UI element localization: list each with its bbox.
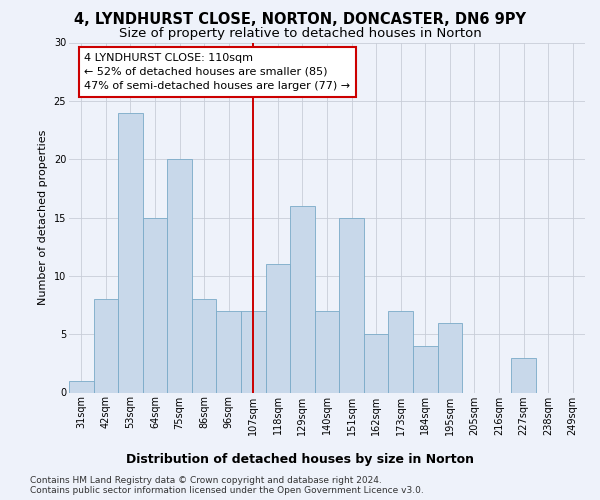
- Bar: [241, 311, 266, 392]
- Y-axis label: Number of detached properties: Number of detached properties: [38, 130, 48, 305]
- Text: Contains HM Land Registry data © Crown copyright and database right 2024.: Contains HM Land Registry data © Crown c…: [30, 476, 382, 485]
- Bar: [339, 218, 364, 392]
- Bar: [94, 299, 118, 392]
- Text: 4 LYNDHURST CLOSE: 110sqm
← 52% of detached houses are smaller (85)
47% of semi-: 4 LYNDHURST CLOSE: 110sqm ← 52% of detac…: [85, 53, 350, 91]
- Bar: [388, 311, 413, 392]
- Text: Distribution of detached houses by size in Norton: Distribution of detached houses by size …: [126, 452, 474, 466]
- Text: Contains public sector information licensed under the Open Government Licence v3: Contains public sector information licen…: [30, 486, 424, 495]
- Text: Size of property relative to detached houses in Norton: Size of property relative to detached ho…: [119, 26, 481, 40]
- Bar: [266, 264, 290, 392]
- Bar: [364, 334, 388, 392]
- Bar: [143, 218, 167, 392]
- Text: 4, LYNDHURST CLOSE, NORTON, DONCASTER, DN6 9PY: 4, LYNDHURST CLOSE, NORTON, DONCASTER, D…: [74, 12, 526, 28]
- Bar: [192, 299, 217, 392]
- Bar: [118, 112, 143, 392]
- Bar: [167, 159, 192, 392]
- Bar: [69, 381, 94, 392]
- Bar: [413, 346, 437, 393]
- Bar: [217, 311, 241, 392]
- Bar: [315, 311, 339, 392]
- Bar: [437, 322, 462, 392]
- Bar: [290, 206, 315, 392]
- Bar: [511, 358, 536, 392]
